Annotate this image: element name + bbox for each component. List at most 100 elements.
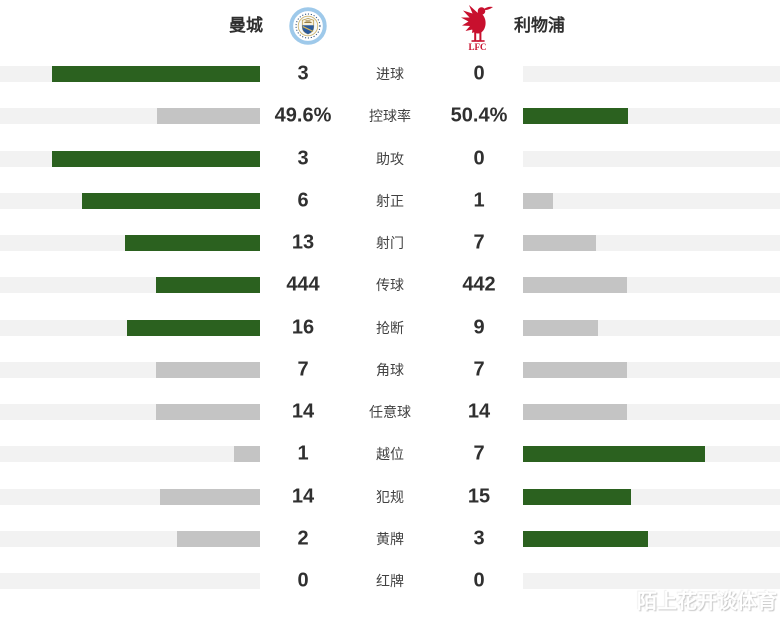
stat-row: 16 抢断 9	[0, 316, 780, 338]
home-stat-value: 2	[297, 527, 309, 550]
away-stat-value: 9	[473, 316, 485, 338]
away-bar-track	[523, 530, 780, 547]
home-bar-track	[0, 66, 260, 82]
stat-label: 助攻	[376, 150, 404, 167]
home-stat-value: 0	[297, 569, 309, 592]
stat-row: 6 射正 1	[0, 189, 780, 211]
away-stat-value: 0	[473, 569, 485, 592]
home-stat-value: 13	[291, 231, 315, 254]
watermark-text: 陌上花开谈体育	[637, 591, 777, 613]
stat-label: 射门	[376, 235, 404, 251]
stat-label: 红牌	[376, 573, 404, 589]
home-stat-bar	[160, 488, 260, 505]
away-stat-value: 50.4%	[450, 104, 508, 127]
stat-label: 越位	[376, 446, 404, 463]
home-bar-track	[0, 277, 260, 294]
away-stat-value: 0	[473, 147, 485, 169]
away-bar-track	[523, 150, 780, 167]
away-stat-bar	[523, 530, 648, 547]
away-bar-track	[523, 277, 780, 294]
away-stat-bar	[523, 277, 627, 294]
home-stat-bar	[127, 319, 260, 336]
home-bar-track	[0, 446, 260, 463]
away-stat-bar	[523, 235, 596, 251]
away-stat-value: 1	[473, 189, 485, 212]
away-stat-value: 14	[467, 400, 491, 423]
home-stat-value: 7	[297, 358, 309, 381]
away-bar-track	[523, 361, 780, 378]
away-bar-track	[523, 404, 780, 420]
away-stat-value: 15	[467, 485, 491, 507]
liverpool-crest-icon: LFC	[461, 5, 493, 51]
stat-row: 0 红牌 0	[0, 570, 780, 592]
away-stat-bar	[523, 319, 598, 336]
away-stat-value: 7	[473, 442, 485, 465]
stat-label: 抢断	[376, 319, 404, 336]
home-stat-value: 16	[291, 316, 315, 338]
stat-label: 任意球	[369, 404, 411, 420]
stat-label: 传球	[376, 277, 404, 294]
away-bar-track	[523, 108, 780, 125]
away-stat-value: 3	[473, 527, 485, 550]
home-stat-bar	[52, 66, 260, 82]
home-stat-bar	[52, 150, 260, 167]
away-bar-track	[523, 192, 780, 209]
home-stat-value: 6	[297, 189, 309, 212]
home-stat-value: 49.6%	[274, 104, 332, 127]
away-stat-bar	[523, 404, 627, 420]
away-bar-track	[523, 573, 780, 589]
home-stat-bar	[177, 530, 260, 547]
home-stat-bar	[157, 108, 260, 125]
match-header: 曼城 LFC 利物浦	[0, 0, 780, 56]
away-bar-track	[523, 319, 780, 336]
home-stat-value: 3	[297, 147, 309, 169]
home-stat-value: 444	[286, 273, 320, 296]
home-bar-track	[0, 488, 260, 505]
stat-label: 进球	[376, 66, 404, 82]
stat-row: 3 进球 0	[0, 63, 780, 85]
stat-label: 控球率	[369, 108, 411, 125]
home-bar-track	[0, 192, 260, 209]
away-stat-bar	[523, 192, 553, 209]
away-stat-bar	[523, 446, 705, 463]
home-bar-track	[0, 150, 260, 167]
home-stat-bar	[234, 446, 260, 463]
manchester-city-crest-icon	[289, 7, 327, 45]
home-bar-track	[0, 235, 260, 251]
away-stat-value: 442	[462, 273, 496, 296]
away-stat-value: 7	[473, 358, 485, 381]
away-stat-value: 0	[473, 62, 485, 85]
stat-row: 7 角球 7	[0, 358, 780, 380]
home-stat-bar	[156, 404, 260, 420]
lfc-text: LFC	[469, 42, 487, 51]
home-stat-value: 3	[297, 62, 309, 85]
home-bar-track	[0, 361, 260, 378]
away-bar-track	[523, 446, 780, 463]
home-bar-track	[0, 530, 260, 547]
stat-label: 犯规	[376, 488, 404, 505]
home-bar-track	[0, 404, 260, 420]
stat-row: 13 射门 7	[0, 232, 780, 254]
away-bar-track	[523, 235, 780, 251]
home-stat-value: 14	[291, 400, 315, 423]
home-bar-track	[0, 319, 260, 336]
stat-row: 14 任意球 14	[0, 401, 780, 423]
home-stat-bar	[125, 235, 260, 251]
home-stat-bar	[156, 277, 260, 294]
stat-row: 14 犯规 15	[0, 485, 780, 507]
away-stat-bar	[523, 361, 627, 378]
home-stat-value: 1	[297, 442, 309, 465]
away-stat-value: 7	[473, 231, 485, 254]
stat-row: 2 黄牌 3	[0, 527, 780, 549]
home-bar-track	[0, 108, 260, 125]
home-stat-bar	[156, 361, 260, 378]
home-bar-track	[0, 573, 260, 589]
stat-label: 射正	[376, 192, 404, 209]
home-team-name: 曼城	[229, 16, 263, 35]
away-stat-bar	[523, 488, 631, 505]
stat-row: 3 助攻 0	[0, 147, 780, 169]
stat-row: 1 越位 7	[0, 443, 780, 465]
away-bar-track	[523, 66, 780, 82]
stat-label: 黄牌	[376, 530, 404, 547]
home-stat-value: 14	[291, 485, 315, 507]
